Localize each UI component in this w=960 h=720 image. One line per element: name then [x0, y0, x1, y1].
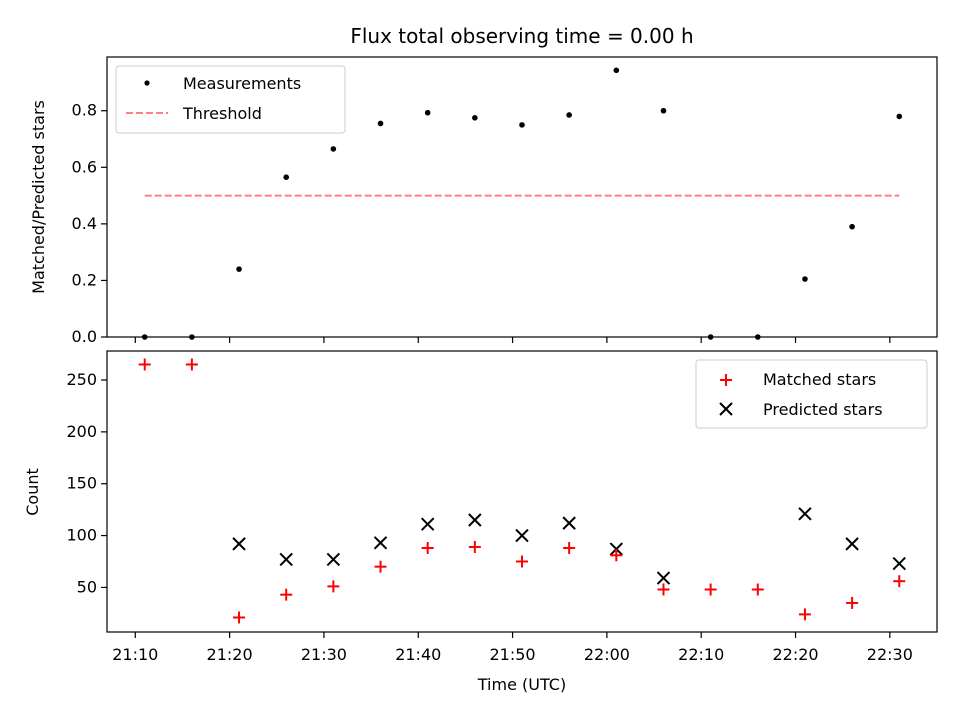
- count-x-tick-label: 22:30: [867, 645, 913, 664]
- measurement-point: [377, 120, 384, 127]
- bottom-y-axis-label: Count: [23, 468, 42, 516]
- legend-predicted-label: Predicted stars: [763, 400, 883, 419]
- legend-measurements-label: Measurements: [183, 74, 301, 93]
- count-legend: Matched stars Predicted stars: [695, 359, 928, 429]
- predicted-stars-point: [845, 537, 859, 551]
- ratio-y-tick-label: 0.2: [72, 270, 97, 289]
- predicted-stars-point: [468, 513, 482, 527]
- matched-stars-point: [185, 358, 198, 371]
- matched-stars-point: [421, 542, 434, 555]
- measurement-point: [660, 107, 667, 114]
- measurement-point: [283, 174, 290, 181]
- count-y-tick-label: 50: [77, 577, 97, 596]
- ratio-y-tick-label: 0.4: [72, 214, 97, 233]
- measurement-point: [472, 115, 478, 121]
- top-y-axis-label: Matched/Predicted stars: [29, 100, 48, 294]
- ratio-y-tick-label: 0.0: [72, 327, 97, 346]
- matched-stars-point: [374, 560, 387, 573]
- measurement-point: [802, 276, 808, 282]
- count-x-tick-label: 21:10: [112, 645, 158, 664]
- predicted-stars-point: [609, 542, 624, 556]
- matched-stars-point: [280, 588, 293, 601]
- count-x-tick-label: 21:40: [395, 645, 441, 664]
- count-y-tick-label: 250: [66, 370, 97, 389]
- legend-matched-marker: [720, 374, 732, 386]
- ratio-legend-box: [115, 65, 346, 134]
- count-x-tick-label: 21:20: [207, 645, 253, 664]
- measurement-point: [849, 223, 855, 230]
- count-y-ticks: 50 100 150 200 250: [66, 370, 107, 596]
- matched-stars-point: [893, 575, 906, 588]
- matched-stars-point: [468, 540, 481, 553]
- count-x-tick-label: 22:00: [584, 645, 630, 664]
- predicted-stars-point: [562, 516, 576, 530]
- ratio-y-tick-label: 0.8: [72, 101, 97, 120]
- count-marks: [138, 358, 906, 624]
- count-x-tick-label: 21:30: [301, 645, 347, 664]
- predicted-stars-point: [892, 556, 906, 571]
- count-y-tick-label: 100: [66, 526, 97, 545]
- measurement-point: [330, 146, 337, 152]
- count-x-tick-label: 22:20: [772, 645, 818, 664]
- predicted-stars-point: [232, 537, 246, 551]
- ratio-x-ticks: [134, 337, 891, 343]
- matched-stars-point: [516, 555, 528, 568]
- measurement-point: [896, 113, 903, 120]
- predicted-stars-point: [420, 517, 435, 531]
- ratio-panel: 0.0 0.2 0.4 0.6 0.8 Measurements Threshold: [72, 56, 938, 346]
- count-legend-box: [695, 359, 928, 429]
- measurement-point: [519, 122, 525, 128]
- predicted-stars-point: [515, 528, 529, 543]
- count-x-tick-label: 22:10: [678, 645, 724, 664]
- matched-stars-point: [751, 583, 764, 596]
- matched-stars-point: [798, 608, 811, 621]
- count-y-tick-label: 150: [66, 474, 97, 493]
- predicted-stars-point: [326, 552, 341, 567]
- count-panel-frame: [106, 350, 938, 633]
- matched-stars-point: [704, 583, 717, 596]
- matched-stars-point: [846, 596, 859, 609]
- predicted-stars-point: [656, 571, 671, 585]
- predicted-stars-point: [373, 536, 388, 550]
- matched-stars-point: [563, 542, 576, 555]
- matched-stars-point: [233, 611, 246, 624]
- count-y-tick-label: 200: [66, 422, 97, 441]
- predicted-stars-point: [279, 552, 293, 567]
- count-x-ticks: 21:10 21:20 21:30 21:40 21:50 22:00 22:10 22:20…: [112, 632, 913, 664]
- x-axis-label: Time (UTC): [477, 675, 566, 694]
- matched-stars-point: [138, 358, 151, 371]
- matched-stars-point: [657, 583, 670, 596]
- measurement-point: [236, 266, 242, 272]
- count-x-tick-label: 21:50: [490, 645, 536, 664]
- matched-stars-point: [610, 549, 623, 562]
- measurement-point: [613, 67, 620, 74]
- ratio-legend: Measurements Threshold: [115, 65, 346, 134]
- matched-stars-point: [327, 580, 340, 593]
- legend-matched-label: Matched stars: [763, 370, 876, 389]
- ratio-y-ticks: 0.0 0.2 0.4 0.6 0.8: [72, 101, 107, 346]
- count-panel: 50 100 150 200 250 21:10 21:20 21:30 21:40 21:50…: [66, 350, 938, 664]
- legend-measurements-marker: [144, 80, 150, 86]
- ratio-marks: [141, 67, 903, 340]
- ratio-y-tick-label: 0.6: [72, 157, 97, 176]
- measurement-point: [424, 109, 431, 116]
- predicted-stars-point: [798, 507, 812, 521]
- legend-threshold-label: Threshold: [182, 104, 262, 123]
- chart-title: Flux total observing time = 0.00 h: [350, 24, 693, 48]
- legend-predicted-marker: [719, 402, 733, 416]
- measurement-point: [566, 112, 572, 118]
- ratio-panel-frame: [106, 56, 938, 338]
